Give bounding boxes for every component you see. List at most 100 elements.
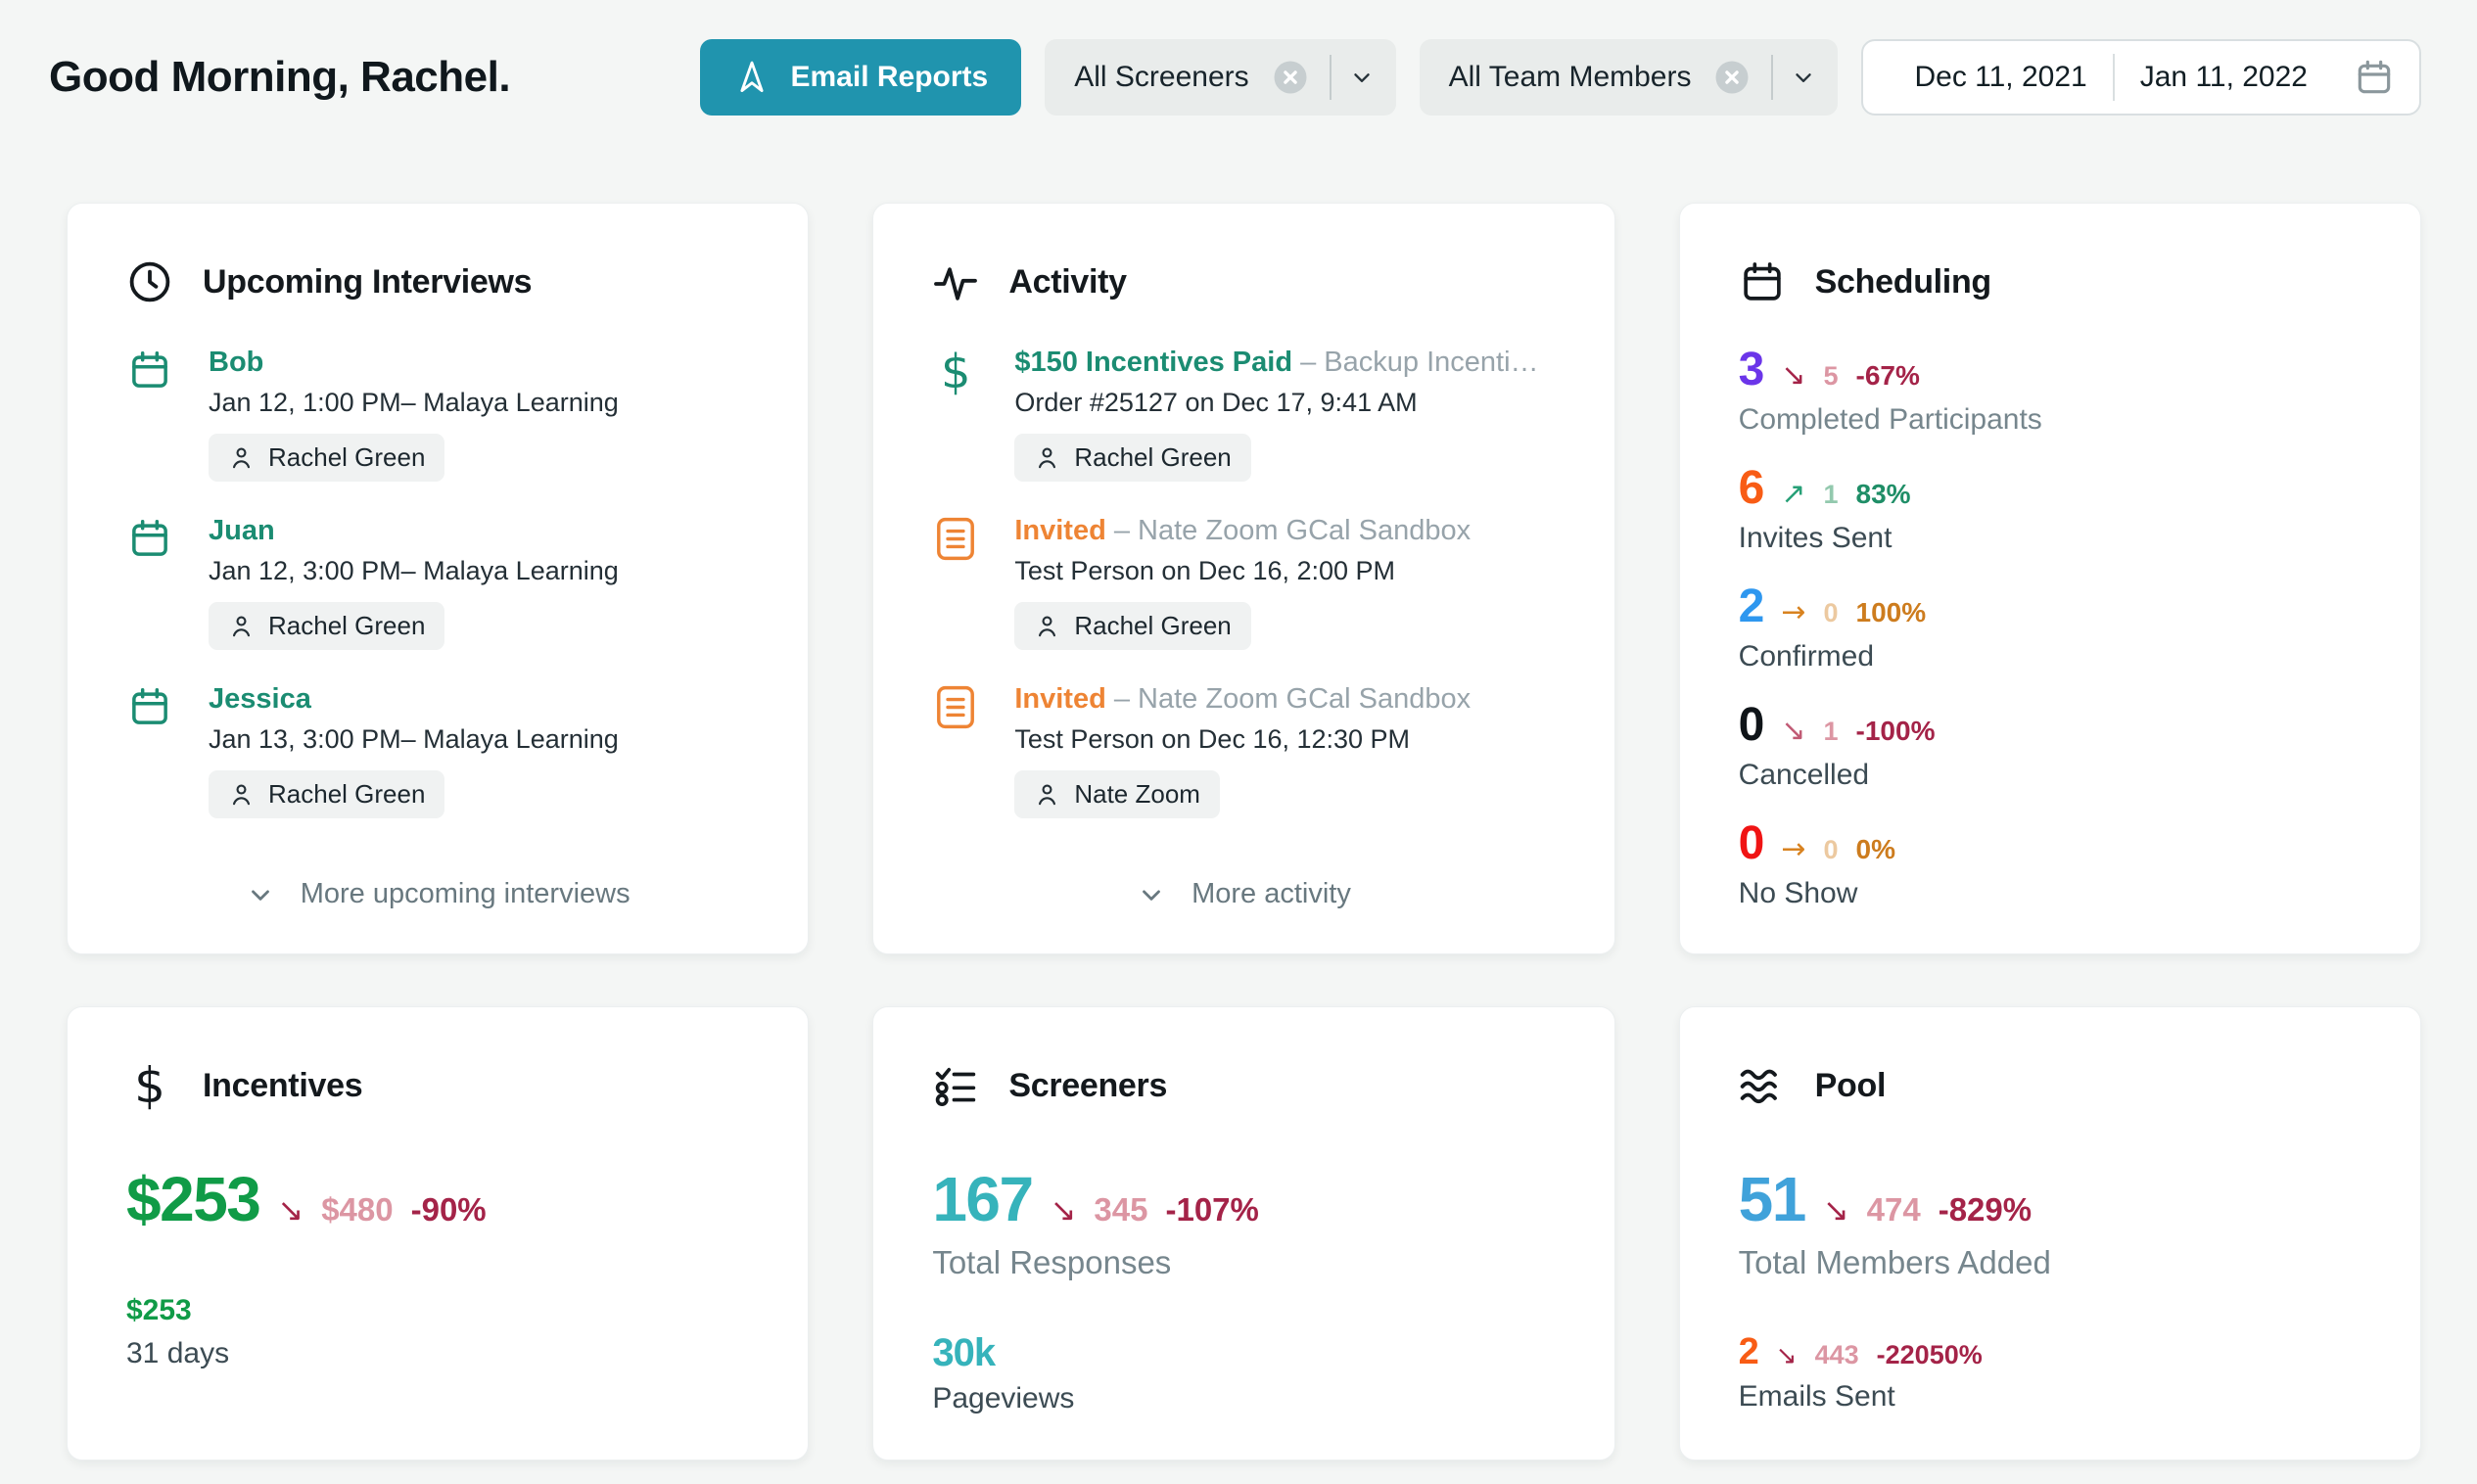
interview-participant-link[interactable]: Juan [209,515,275,546]
stat-previous-value: 0 [1823,835,1839,864]
trend-down-arrow-icon: ↘ [1781,714,1806,748]
activity-title[interactable]: Invited – Nate Zoom GCal Sandbox [1014,515,1471,547]
owner-chip: Rachel Green [209,602,445,650]
activity-title-link[interactable]: Invited [1014,683,1106,715]
header-controls: Email Reports All Screeners All Team Mem… [700,39,2421,116]
owner-name: Rachel Green [268,779,426,809]
topbar: Good Morning, Rachel. Email Reports All … [0,0,2477,119]
dollar-icon: $ [941,345,971,399]
chevron-down-icon[interactable] [1791,65,1816,90]
stat-value: 51 [1738,1164,1807,1234]
trend-flat-arrow-icon: → [1781,595,1806,629]
stat-value: 0 [1738,699,1765,751]
owner-name: Nate Zoom [1074,779,1200,809]
stat-invites-sent: 6 ↗ 1 83% Invites Sent [1739,465,2361,555]
stat-previous-value: 345 [1094,1191,1148,1228]
owner-name: Rachel Green [1074,611,1232,640]
stat-label: Emails Sent [1738,1380,1895,1413]
interview-item[interactable]: Juan Jan 12, 3:00 PM– Malaya Learning Ra… [126,515,749,650]
stat-label: Confirmed [1738,640,1875,672]
interview-item[interactable]: Bob Jan 12, 1:00 PM– Malaya Learning Rac… [126,347,749,482]
calendar-icon [126,347,173,482]
stat-label: Pageviews [932,1382,1075,1414]
card-header: $ Incentives [126,1061,749,1110]
activity-title-link[interactable]: $150 Incentives Paid [1014,347,1293,378]
trend-down-arrow-icon: ↘ [1050,1191,1077,1229]
activity-item[interactable]: $ $150 Incentives Paid – Backup Incenti…… [932,347,1555,482]
stat-value: $253 [126,1164,261,1234]
date-range-picker[interactable]: Dec 11, 2021 Jan 11, 2022 [1861,39,2421,116]
more-upcoming-interviews-button[interactable]: More upcoming interviews [126,878,749,910]
activity-detail: Test Person on Dec 16, 2:00 PM [1014,556,1396,585]
stat-value: 2 [1738,580,1765,632]
card-header: Screeners [932,1062,1555,1109]
calendar-icon [1739,258,1786,305]
owner-chip: Rachel Green [1014,434,1251,482]
stat-label: Cancelled [1738,759,1870,791]
card-title: Incentives [203,1066,363,1104]
stat-previous-value: 5 [1823,361,1839,391]
trend-down-arrow-icon: ↘ [277,1191,304,1229]
trend-down-arrow-icon: ↘ [1781,358,1806,393]
stat-label: Total Responses [932,1244,1172,1280]
clock-icon [126,258,173,305]
screeners-filter-label: All Screeners [1074,61,1249,93]
date-end[interactable]: Jan 11, 2022 [2139,61,2308,93]
team-members-filter[interactable]: All Team Members [1419,39,1839,116]
email-reports-button[interactable]: Email Reports [700,39,1022,116]
activity-item[interactable]: Invited – Nate Zoom GCal Sandbox Test Pe… [932,515,1555,650]
more-upcoming-interviews-label: More upcoming interviews [300,878,631,909]
interview-participant-link[interactable]: Jessica [209,683,311,715]
owner-name: Rachel Green [1074,442,1232,472]
trend-flat-arrow-icon: → [1781,832,1806,866]
chevron-down-icon [246,880,275,909]
stat-percent-change: -67% [1855,360,1920,391]
dashboard-grid: Upcoming Interviews Bob Jan 12, 1:00 PM–… [67,203,2421,1461]
card-title: Scheduling [1814,262,1992,301]
incentives-card: $ Incentives $253 ↘ $480 -90% $253 31 da… [67,1006,810,1461]
activity-title[interactable]: Invited – Nate Zoom GCal Sandbox [1014,683,1471,716]
person-icon [228,781,255,808]
date-divider [2112,54,2115,101]
activity-title[interactable]: $150 Incentives Paid – Backup Incenti… [1014,347,1538,379]
trend-up-arrow-icon: ↗ [1781,477,1806,511]
pill-divider [1771,55,1774,100]
stat-incentives-period: $253 31 days [126,1294,749,1370]
owner-chip: Rachel Green [1014,602,1251,650]
card-header: Scheduling [1739,258,2361,305]
person-icon [1034,444,1060,471]
activity-item[interactable]: Invited – Nate Zoom GCal Sandbox Test Pe… [932,683,1555,818]
stat-value: 3 [1738,344,1765,395]
clear-team-members-icon[interactable] [1714,60,1750,95]
card-header: Upcoming Interviews [126,258,749,305]
send-icon [733,59,771,96]
stat-label: Total Members Added [1738,1244,2051,1280]
stat-value: 6 [1738,462,1765,514]
screeners-filter[interactable]: All Screeners [1045,39,1396,116]
stat-incentives-total: $253 ↘ $480 -90% [126,1168,749,1230]
interview-participant-link[interactable]: Bob [209,347,264,378]
team-members-filter-label: All Team Members [1448,61,1692,93]
stat-percent-change: -100% [1855,716,1936,746]
activity-title-suffix: – Backup Incenti… [1300,347,1539,378]
stat-label: Invites Sent [1738,522,1893,554]
stat-emails-sent: 2 ↘ 443 -22050% Emails Sent [1739,1333,2361,1414]
interview-item[interactable]: Jessica Jan 13, 3:00 PM– Malaya Learning… [126,683,749,818]
date-start[interactable]: Dec 11, 2021 [1914,61,2087,93]
stat-previous-value: 443 [1814,1340,1859,1369]
calendar-icon[interactable] [2355,58,2394,97]
owner-name: Rachel Green [268,611,426,640]
document-icon [932,515,979,650]
interview-detail: Jan 12, 1:00 PM– Malaya Learning [209,388,619,417]
card-title: Screeners [1008,1066,1168,1104]
email-reports-label: Email Reports [790,61,989,93]
activity-title-link[interactable]: Invited [1014,515,1106,546]
chevron-down-icon[interactable] [1349,65,1375,90]
calendar-icon [126,683,173,818]
stat-no-show: 0 → 0 0% No Show [1739,820,2361,910]
more-activity-label: More activity [1192,878,1351,909]
stat-percent-change: -107% [1165,1191,1259,1228]
pulse-icon [932,258,979,305]
more-activity-button[interactable]: More activity [932,878,1555,910]
clear-screeners-icon[interactable] [1273,60,1308,95]
